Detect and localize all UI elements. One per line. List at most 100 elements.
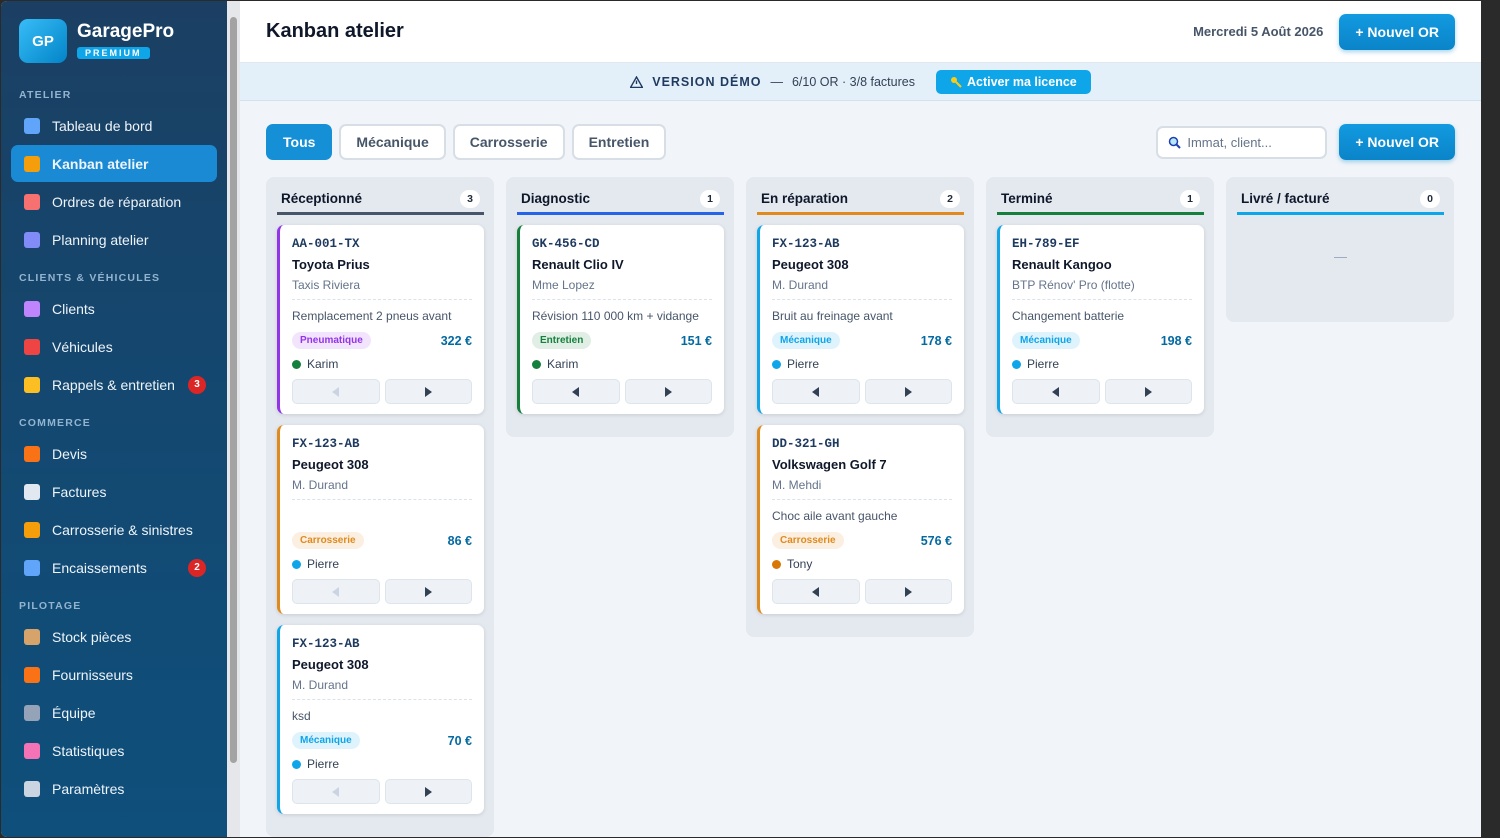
tech-name: Karim	[547, 357, 579, 371]
move-next-button[interactable]	[384, 779, 472, 804]
nav-item[interactable]: Planning atelier	[11, 221, 217, 258]
column-header: Livré / facturé 0	[1237, 185, 1444, 215]
nav-label: Factures	[52, 483, 107, 500]
move-next-button[interactable]	[624, 379, 712, 404]
category-tag: Entretien	[532, 332, 592, 349]
move-prev-button[interactable]	[772, 379, 860, 404]
nav-item[interactable]: Ordres de réparation	[11, 183, 217, 220]
move-next-button[interactable]	[384, 379, 472, 404]
move-next-button[interactable]	[1104, 379, 1192, 404]
nav-icon	[24, 666, 40, 683]
nav-item[interactable]: Carrosserie & sinistres	[11, 511, 217, 548]
column-title: Réceptionné	[281, 191, 363, 206]
arrow-icon	[904, 386, 912, 397]
kanban-column: En réparation 2 FX-123-AB Peugeot 308 M. Dur…	[746, 177, 974, 637]
nav-label: Kanban atelier	[52, 155, 149, 172]
order-card[interactable]: DD-321-GH Volkswagen Golf 7 M. Mehdi Choc a…	[757, 425, 964, 614]
move-prev-button[interactable]	[1012, 379, 1100, 404]
vehicle-model: Peugeot 308	[772, 257, 849, 272]
move-prev-button[interactable]	[772, 579, 860, 604]
nav-item[interactable]: Factures	[11, 473, 217, 510]
nav-item[interactable]: Kanban atelier	[11, 145, 217, 182]
nav-item[interactable]: Statistiques	[11, 732, 217, 769]
order-card[interactable]: FX-123-AB Peugeot 308 M. Durand Carrosserie…	[277, 425, 484, 614]
nav-section-label: ATELIER	[19, 89, 72, 101]
order-card[interactable]: FX-123-AB Peugeot 308 M. Durand ksd Mécaniqu…	[277, 625, 484, 814]
move-next-button[interactable]	[864, 579, 952, 604]
nav-item[interactable]: Rappels & entretien 3	[11, 366, 217, 403]
arrow-icon	[1144, 386, 1152, 397]
nav-item[interactable]: Véhicules	[11, 328, 217, 365]
move-next-button[interactable]	[384, 579, 472, 604]
technician: Pierre	[292, 557, 472, 571]
category-tag: Mécanique	[772, 332, 840, 349]
category-tag: Mécanique	[292, 732, 360, 749]
vehicle-model: Volkswagen Golf 7	[772, 457, 887, 472]
arrow-icon	[904, 586, 912, 597]
kanban-column: Diagnostic 1 GK-456-CD Renault Clio IV Mme L…	[506, 177, 734, 437]
new-order-button[interactable]: + Nouvel OR	[1339, 13, 1455, 50]
nav-item[interactable]: Fournisseurs	[11, 656, 217, 693]
filter-tab[interactable]: Carrosserie	[452, 124, 565, 160]
nav-label: Rappels & entretien	[52, 376, 175, 393]
plate: GK-456-CD	[532, 237, 600, 251]
move-prev-button	[292, 379, 380, 404]
nav-label: Carrosserie & sinistres	[52, 521, 193, 538]
nav-icon	[24, 445, 40, 462]
client-name: M. Durand	[292, 678, 472, 700]
nav-section-label: CLIENTS & VÉHICULES	[19, 272, 161, 284]
demo-banner: VERSION DÉMO — 6/10 OR · 3/8 factures Ac…	[240, 63, 1481, 101]
nav: ATELIER Tableau de bord Kanban atelier Ordr…	[11, 89, 217, 807]
new-order-button[interactable]: + Nouvel OR	[1339, 124, 1455, 160]
price: 70 €	[447, 733, 472, 748]
nav-item[interactable]: Encaissements 2	[11, 549, 217, 586]
task: Changement batterie	[1012, 309, 1125, 323]
vehicle-model: Peugeot 308	[292, 457, 369, 472]
nav-badge: 2	[188, 558, 206, 577]
category-tag: Carrosserie	[772, 532, 844, 549]
column-title: Terminé	[1001, 191, 1053, 206]
move-buttons	[292, 379, 472, 404]
move-buttons	[532, 379, 712, 404]
order-card[interactable]: FX-123-AB Peugeot 308 M. Durand Bruit au fr…	[757, 225, 964, 414]
nav-icon	[24, 117, 40, 134]
nav-icon	[24, 376, 40, 393]
nav-item[interactable]: Devis	[11, 435, 217, 472]
tag-row: Mécanique 70 €	[292, 732, 472, 749]
order-card[interactable]: EH-789-EF Renault Kangoo BTP Rénov' Pro (f…	[997, 225, 1204, 414]
tech-name: Tony	[787, 557, 813, 571]
nav-item[interactable]: Paramètres	[11, 770, 217, 807]
order-card[interactable]: GK-456-CD Renault Clio IV Mme Lopez Révisio…	[517, 225, 724, 414]
nav-icon	[24, 559, 40, 576]
nav-item[interactable]: Stock pièces	[11, 618, 217, 655]
page-title: Kanban atelier	[266, 20, 404, 42]
arrow-icon	[572, 386, 580, 397]
price: 86 €	[447, 533, 472, 548]
nav-badge: 3	[188, 375, 206, 394]
nav-item[interactable]: Équipe	[11, 694, 217, 731]
activate-button[interactable]: Activer ma licence	[935, 69, 1091, 94]
vehicle-model: Toyota Prius	[292, 257, 370, 272]
tag-row: Carrosserie 576 €	[772, 532, 952, 549]
arrow-icon	[424, 586, 432, 597]
order-card[interactable]: AA-001-TX Toyota Prius Taxis Riviera Rempla…	[277, 225, 484, 414]
nav-label: Véhicules	[52, 338, 113, 355]
vehicle-model: Renault Clio IV	[532, 257, 624, 272]
search-box[interactable]: Immat, client...	[1156, 125, 1328, 159]
nav-item[interactable]: Clients	[11, 290, 217, 327]
move-next-button[interactable]	[864, 379, 952, 404]
tech-dot	[292, 759, 301, 769]
date: Mercredi 5 Août 2026	[1193, 24, 1324, 39]
column-count: 1	[1180, 189, 1200, 208]
column-header: Diagnostic 1	[517, 185, 724, 215]
tag-row: Mécanique 178 €	[772, 332, 952, 349]
nav-item[interactable]: Tableau de bord	[11, 107, 217, 144]
filter-tab[interactable]: Entretien	[571, 124, 667, 160]
filter-tab[interactable]: Tous	[266, 124, 333, 160]
tech-name: Pierre	[307, 557, 340, 571]
client-name: M. Durand	[292, 478, 472, 500]
move-prev-button[interactable]	[532, 379, 620, 404]
scrollbar	[227, 1, 240, 837]
nav-label: Planning atelier	[52, 231, 149, 248]
filter-tab[interactable]: Mécanique	[339, 124, 446, 160]
